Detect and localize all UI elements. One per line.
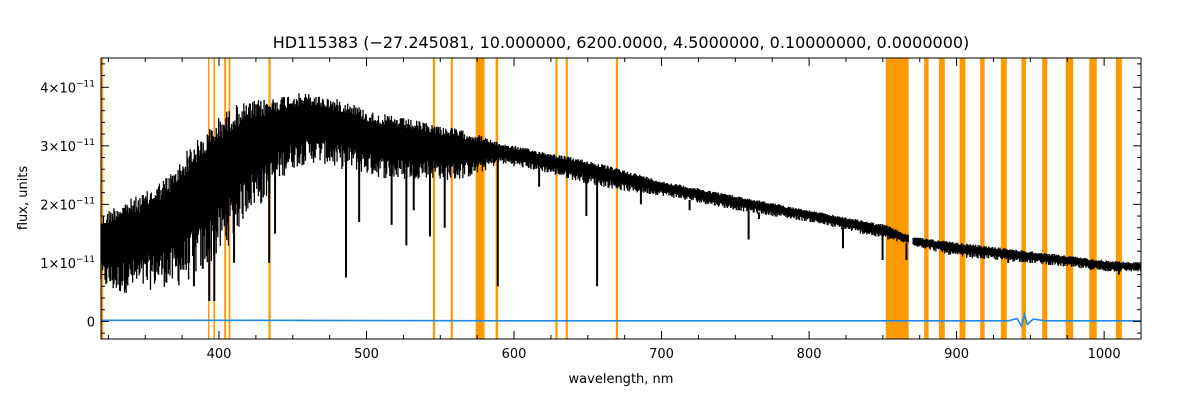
y-tick-mantissa: 1×10: [40, 257, 76, 272]
y-tick-mantissa: 4×10: [40, 81, 76, 96]
mask-region-7: [450, 58, 453, 339]
x-tick-label: 700: [649, 347, 674, 362]
error-series: [101, 311, 1141, 329]
y-tick-mantissa: 0: [87, 315, 95, 330]
mask-region-15: [938, 58, 945, 339]
x-axis-label: wavelength, nm: [569, 372, 674, 387]
mask-region-23: [1115, 58, 1122, 339]
mask-region-17: [980, 58, 985, 339]
y-tick-exponent: −11: [76, 255, 95, 265]
mask-region-11: [565, 58, 568, 339]
mask-region-20: [1042, 58, 1048, 339]
y-tick-mantissa: 2×10: [40, 198, 76, 213]
y-ticks: 01×10−112×10−113×10−114×10−11: [40, 63, 1141, 334]
mask-region-19: [1021, 58, 1026, 339]
y-tick-exponent: −11: [76, 196, 95, 206]
y-tick-exponent: −11: [76, 79, 95, 89]
mask-region-10: [555, 58, 558, 339]
y-tick-label: 4×10−11: [40, 79, 95, 96]
mask-region-16: [959, 58, 966, 339]
mask-regions: [101, 58, 1122, 339]
absorption-lines: [192, 119, 1120, 301]
y-tick-label: 1×10−11: [40, 255, 95, 272]
mask-region-13: [885, 58, 909, 339]
x-tick-label: 400: [207, 347, 232, 362]
x-tick-label: 600: [502, 347, 527, 362]
x-tick-label: 500: [354, 347, 379, 362]
plot-area: [100, 58, 1141, 339]
mask-region-8: [475, 58, 485, 339]
plot-frame: [100, 57, 1142, 340]
y-axis-label: flux, units: [16, 166, 31, 231]
mask-region-12: [615, 58, 619, 339]
chart-title: HD115383 (−27.245081, 10.000000, 6200.00…: [273, 33, 970, 52]
mask-region-6: [432, 58, 436, 339]
mask-region-22: [1089, 58, 1097, 339]
x-tick-label: 900: [944, 347, 969, 362]
y-tick-exponent: −11: [76, 138, 95, 148]
y-tick-label: 0: [87, 315, 95, 330]
y-tick-label: 2×10−11: [40, 196, 95, 213]
x-tick-label: 1000: [1088, 347, 1121, 362]
mask-region-21: [1065, 58, 1074, 339]
mask-region-0: [101, 58, 104, 339]
x-ticks: 400 500 600 700 800 900 1000: [107, 58, 1142, 362]
mask-region-14: [924, 58, 929, 339]
x-tick-label: 800: [797, 347, 822, 362]
mask-region-18: [1000, 58, 1007, 339]
y-tick-label: 3×10−11: [40, 138, 95, 155]
y-tick-mantissa: 3×10: [40, 140, 76, 155]
